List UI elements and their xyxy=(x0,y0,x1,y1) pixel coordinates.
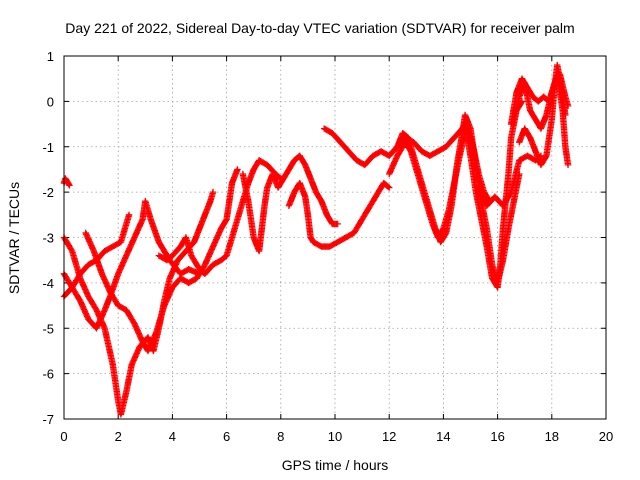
series-trace-e xyxy=(82,166,241,355)
x-tick-label: 14 xyxy=(436,429,450,444)
plot-frame xyxy=(63,55,607,420)
x-tick-label: 8 xyxy=(277,429,284,444)
series-trace-f xyxy=(155,157,284,277)
y-tick-label: -5 xyxy=(42,321,54,336)
y-axis-title: SDTVAR / TECUs xyxy=(6,182,22,294)
series-trace-h xyxy=(285,179,393,250)
series-trace-g xyxy=(239,152,341,255)
data-point-markers xyxy=(394,111,523,287)
series-trace-m xyxy=(475,152,545,209)
data-point-markers xyxy=(456,98,526,291)
x-tick-label: 2 xyxy=(115,429,122,444)
y-tick-label: 1 xyxy=(47,49,54,64)
data-point-markers xyxy=(320,125,466,169)
data-point-markers xyxy=(285,179,393,250)
x-tick-label: 4 xyxy=(169,429,176,444)
y-tick-label: -3 xyxy=(42,231,54,246)
series-trace-p xyxy=(510,70,572,169)
x-tick-label: 0 xyxy=(60,429,67,444)
data-point-markers xyxy=(239,152,341,255)
chart-title: Day 221 of 2022, Sidereal Day-to-day VTE… xyxy=(65,20,574,36)
data-points xyxy=(60,61,572,418)
x-tick-label: 10 xyxy=(328,429,342,444)
series-trace-l xyxy=(456,98,526,291)
y-tick-label: -1 xyxy=(42,140,54,155)
series-trace-i xyxy=(320,125,466,169)
series-trace-k xyxy=(394,111,523,287)
y-tick-labels: 1 0 -1 -2 -3 -4 -5 -6 -7 xyxy=(42,49,54,427)
x-tick-label: 18 xyxy=(545,429,559,444)
x-tick-label: 12 xyxy=(382,429,396,444)
x-tick-label: 20 xyxy=(599,429,613,444)
data-point-markers xyxy=(510,70,572,169)
y-tick-label: -6 xyxy=(42,367,54,382)
data-point-markers xyxy=(82,166,241,355)
data-point-markers xyxy=(475,152,545,209)
x-tick-label: 16 xyxy=(490,429,504,444)
y-tick-label: -2 xyxy=(42,185,54,200)
x-axis-title: GPS time / hours xyxy=(282,457,389,473)
y-tick-label: -7 xyxy=(42,412,54,427)
data-point-markers xyxy=(155,157,284,277)
x-tick-label: 6 xyxy=(223,429,230,444)
y-tick-label: -4 xyxy=(42,276,54,291)
y-tick-label: 0 xyxy=(47,94,54,109)
grid-lines xyxy=(64,56,606,419)
x-tick-labels: 0 2 4 6 8 10 12 14 16 18 20 xyxy=(60,429,613,444)
